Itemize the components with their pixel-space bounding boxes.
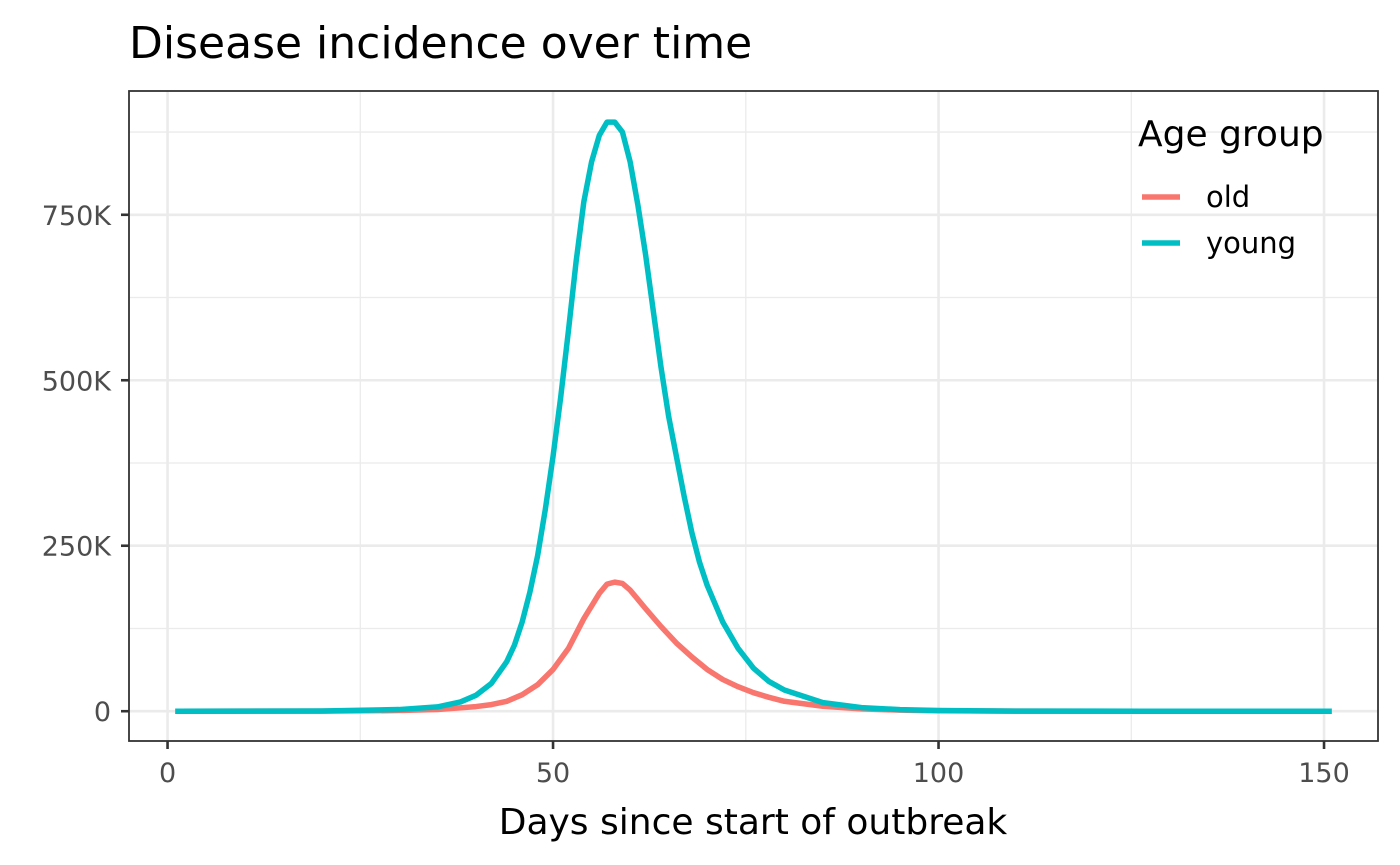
y-axis: 0 250K 500K 750K	[42, 201, 129, 728]
plot-panel-border	[128, 90, 1379, 742]
legend-label-young: young	[1206, 226, 1296, 260]
series-line-old	[175, 579, 1332, 714]
legend-label-old: old	[1206, 180, 1250, 214]
x-tick-label: 100	[913, 758, 965, 789]
chart-title: Disease incidence over time	[129, 18, 752, 69]
y-tick-label: 250K	[42, 532, 113, 563]
minor-grid	[129, 91, 1378, 741]
x-axis-title: Days since start of outbreak	[499, 802, 1008, 843]
major-grid	[129, 91, 1378, 741]
x-tick-label: 150	[1298, 758, 1350, 789]
legend-entries: old young	[1142, 180, 1296, 260]
legend-title: Age group	[1138, 114, 1324, 155]
x-tick-label: 0	[159, 758, 176, 789]
y-tick-label: 0	[94, 697, 111, 728]
series-layer	[175, 119, 1332, 714]
x-tick-label: 50	[536, 758, 570, 789]
x-axis: 0 50 100 150	[159, 741, 1350, 789]
legend: Age group old young	[1138, 114, 1324, 260]
series-line-young	[175, 119, 1332, 714]
y-tick-label: 750K	[42, 201, 113, 232]
y-tick-label: 500K	[42, 366, 113, 397]
